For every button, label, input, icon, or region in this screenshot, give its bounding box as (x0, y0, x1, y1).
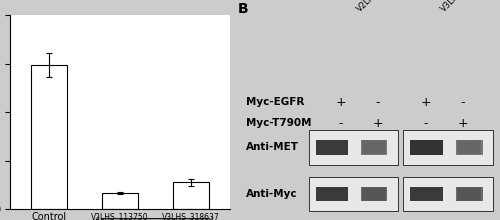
Bar (316, 187, 348, 201)
Bar (318, 141, 346, 154)
Text: +: + (458, 117, 468, 130)
Bar (364, 188, 384, 200)
Bar (456, 140, 482, 155)
Bar (459, 141, 479, 154)
Text: -: - (460, 96, 465, 109)
Text: Myc-T790M: Myc-T790M (246, 118, 311, 128)
Bar (410, 187, 443, 201)
Bar (456, 187, 482, 201)
Bar (102, 193, 138, 209)
Bar (456, 140, 481, 154)
Bar (322, 142, 343, 153)
Bar (461, 189, 477, 199)
Bar (322, 189, 343, 199)
Bar (412, 187, 442, 201)
Bar (365, 189, 383, 200)
Text: +: + (336, 96, 346, 109)
Bar (320, 189, 344, 200)
Text: V3LHS_318637: V3LHS_318637 (162, 212, 220, 220)
Text: -: - (424, 117, 428, 130)
Bar (460, 189, 478, 200)
Bar (458, 141, 480, 154)
Bar (404, 177, 494, 211)
Text: -: - (376, 96, 380, 109)
Text: V2LHS_113750: V2LHS_113750 (91, 212, 149, 220)
Bar (318, 188, 346, 200)
Bar (324, 190, 341, 198)
Bar (415, 189, 438, 200)
Bar (324, 143, 341, 152)
Text: Myc-EGFR: Myc-EGFR (246, 97, 304, 107)
Bar (32, 65, 67, 209)
Bar (173, 182, 208, 209)
Bar (362, 140, 386, 154)
Bar (364, 141, 384, 154)
Text: -: - (339, 117, 343, 130)
Bar (404, 130, 494, 165)
Bar (360, 140, 388, 155)
Bar (363, 141, 385, 154)
Bar (318, 140, 347, 154)
Bar (460, 142, 478, 153)
Bar (318, 187, 347, 201)
Bar (365, 142, 383, 153)
Bar (366, 142, 382, 153)
Text: +: + (373, 117, 384, 130)
Bar (362, 187, 386, 201)
Bar (461, 142, 477, 153)
Bar (416, 189, 438, 199)
Bar (412, 140, 442, 154)
Bar (418, 143, 436, 152)
Text: B: B (238, 2, 248, 16)
Bar (415, 142, 438, 153)
Bar (320, 188, 345, 200)
Bar (322, 143, 342, 152)
Bar (417, 143, 436, 152)
Bar (410, 140, 443, 155)
Bar (412, 141, 441, 154)
Bar (366, 189, 382, 199)
Bar (322, 189, 342, 199)
Bar (363, 188, 385, 200)
Bar (417, 189, 436, 199)
Bar (456, 187, 481, 201)
Text: Anti-MET: Anti-MET (246, 142, 298, 152)
Text: +: + (420, 96, 431, 109)
Text: V2LHS_113750: V2LHS_113750 (354, 0, 406, 13)
Bar (309, 177, 398, 211)
Bar (320, 141, 345, 154)
Bar (459, 188, 479, 200)
Bar (360, 187, 388, 201)
Bar (412, 188, 441, 200)
Bar (458, 188, 480, 200)
Bar (316, 140, 348, 155)
Bar (414, 188, 440, 200)
Text: V3LHS_318637: V3LHS_318637 (439, 0, 490, 13)
Bar (320, 142, 344, 153)
Bar (416, 142, 438, 153)
Bar (414, 141, 440, 154)
Text: Control: Control (32, 212, 66, 220)
Text: Anti-Myc: Anti-Myc (246, 189, 297, 199)
Bar (309, 130, 398, 165)
Bar (418, 190, 436, 198)
